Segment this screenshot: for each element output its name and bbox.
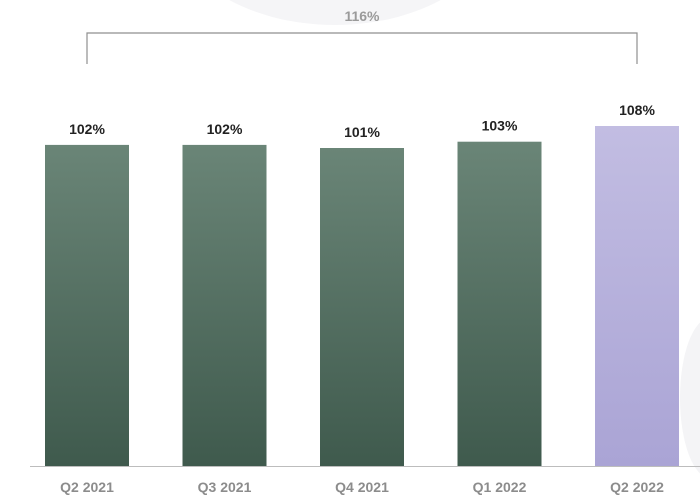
bars-group	[45, 126, 679, 466]
x-tick-label: Q1 2022	[473, 479, 527, 495]
x-tick-label: Q2 2021	[60, 479, 114, 495]
x-tick-label: Q4 2021	[335, 479, 389, 495]
value-label: 108%	[619, 102, 655, 118]
bracket-label: 116%	[344, 8, 380, 24]
bracket-line	[86, 32, 638, 64]
x-tick-labels-group: Q2 2021 Q3 2021 Q4 2021 Q1 2022 Q2 2022	[60, 479, 664, 495]
bar-q3-2021	[182, 144, 267, 466]
value-label: 102%	[207, 121, 243, 137]
background-arc	[680, 318, 700, 478]
value-labels-group: 102% 102% 101% 103% 108%	[69, 102, 655, 140]
bar-q2-2021	[45, 144, 129, 466]
x-tick-label: Q2 2022	[610, 479, 664, 495]
value-label: 103%	[482, 118, 518, 134]
value-label: 102%	[69, 121, 105, 137]
growth-bracket: 116%	[86, 8, 638, 64]
bar-q4-2021	[320, 148, 404, 466]
value-label: 101%	[344, 124, 380, 140]
x-tick-label: Q3 2021	[198, 479, 252, 495]
bar-q1-2022	[457, 141, 542, 466]
bar-q2-2022	[595, 126, 679, 466]
